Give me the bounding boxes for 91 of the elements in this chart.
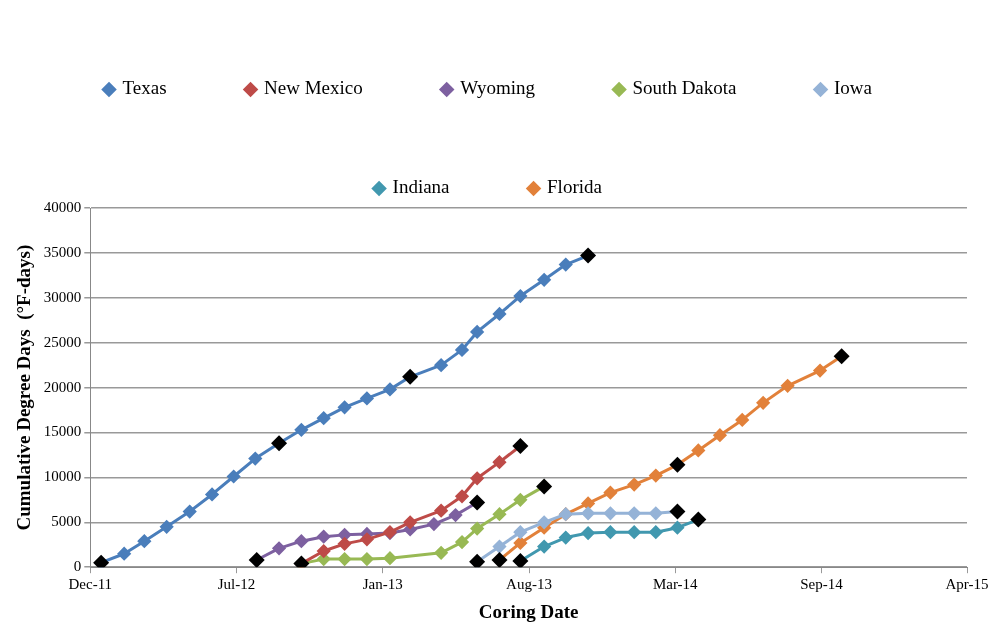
x-tick-label: Mar-14 (652, 576, 699, 593)
point (434, 504, 448, 518)
point (403, 515, 417, 529)
point (470, 522, 484, 536)
point (338, 552, 352, 566)
point (427, 517, 441, 531)
legend-label: Texas (122, 77, 167, 99)
point (627, 506, 641, 520)
point (272, 541, 286, 555)
point (492, 540, 506, 554)
point (183, 505, 197, 519)
point (537, 540, 551, 554)
legend-label: Indiana (392, 176, 451, 198)
x-tick-label: Jul-12 (217, 576, 256, 593)
point (338, 400, 352, 414)
point (781, 379, 795, 393)
point (492, 455, 506, 469)
point (294, 423, 308, 437)
y-tick-label: 30000 (43, 288, 82, 305)
point (338, 528, 352, 542)
y-tick-label: 0 (73, 558, 82, 575)
y-axis-title: Cumulative Degree Days (°F-days) (13, 244, 36, 531)
y-tick-label: 35000 (43, 243, 82, 260)
point (756, 396, 770, 410)
point (455, 489, 469, 503)
point (137, 534, 151, 548)
x-tick-label: Aug-13 (506, 576, 552, 593)
point (317, 530, 331, 544)
point (581, 496, 595, 510)
x-tick-label: Jan-13 (362, 576, 403, 593)
y-tick-label: 20000 (43, 378, 82, 395)
y-tick-label: 10000 (43, 468, 82, 485)
y-tick-label: 25000 (43, 333, 82, 350)
point (649, 525, 663, 539)
y-tick-label: 15000 (43, 423, 82, 440)
point (513, 536, 527, 550)
point (449, 508, 463, 522)
legend-label: Florida (547, 176, 603, 198)
point (513, 289, 527, 303)
point (691, 443, 705, 457)
point (470, 325, 484, 339)
point (117, 547, 131, 561)
point (559, 258, 573, 272)
point (713, 428, 727, 442)
point (559, 531, 573, 545)
point (649, 469, 663, 483)
point (383, 551, 397, 565)
point (627, 478, 641, 492)
point (360, 391, 374, 405)
point (160, 520, 174, 534)
point (317, 411, 331, 425)
point (670, 521, 684, 535)
point (455, 343, 469, 357)
point (294, 534, 308, 548)
point (248, 452, 262, 466)
point (455, 535, 469, 549)
point (581, 526, 595, 540)
legend-label: Iowa (834, 77, 873, 99)
x-tick-label: Apr-15 (945, 576, 989, 593)
point (627, 525, 641, 539)
x-tick-label: Sep-14 (800, 576, 844, 593)
point (537, 515, 551, 529)
y-tick-label: 5000 (51, 513, 82, 530)
point (537, 273, 551, 287)
point (317, 544, 331, 558)
point (603, 506, 617, 520)
point (813, 364, 827, 378)
point (360, 552, 374, 566)
point (735, 413, 749, 427)
legend-label: South Dakota (632, 77, 738, 99)
point (227, 470, 241, 483)
y-tick-label: 40000 (43, 198, 82, 215)
point (492, 507, 506, 521)
point (513, 525, 527, 539)
point (383, 382, 397, 396)
point (581, 506, 595, 520)
legend-label: New Mexico (264, 77, 363, 99)
point (434, 358, 448, 372)
point (603, 525, 617, 539)
point (338, 537, 352, 551)
point (492, 307, 506, 321)
point (434, 546, 448, 560)
legend-label: Wyoming (460, 77, 536, 99)
x-tick-label: Dec-11 (68, 576, 113, 593)
point (470, 471, 484, 485)
point (649, 506, 663, 520)
point (360, 532, 374, 546)
point (205, 487, 219, 501)
point (603, 486, 617, 500)
point (513, 493, 527, 507)
x-axis-title: Coring Date (478, 600, 579, 622)
